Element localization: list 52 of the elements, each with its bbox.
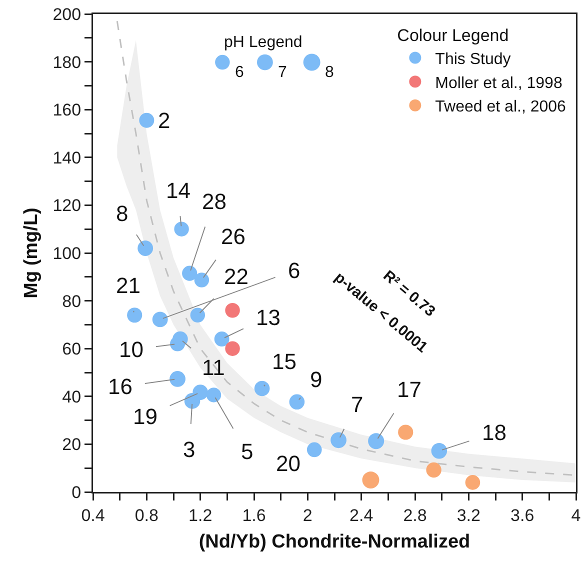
y-tick-label: 0 [72, 482, 82, 502]
annotation: 3 [183, 437, 196, 462]
x-tick-label: 2.4 [350, 506, 374, 525]
annotation: 9 [310, 367, 322, 392]
annotation: 28 [202, 189, 226, 214]
x-tick-label: 2.8 [403, 506, 427, 525]
x-tick-label: 1.6 [242, 506, 266, 525]
annotation: 20 [276, 451, 300, 476]
annotation: 21 [116, 273, 140, 298]
y-tick-label: 120 [52, 196, 82, 216]
y-tick-label: 140 [52, 148, 82, 168]
x-tick-label: 2 [302, 506, 312, 525]
x-tick-label: 3.6 [510, 506, 534, 525]
y-tick-label: 20 [62, 435, 82, 454]
y-tick-label: 100 [52, 244, 82, 263]
annotation: 17 [397, 377, 422, 402]
y-tick-label: 200 [52, 4, 82, 24]
x-axis-title: (Nd/Yb) Chondrite-Normalized [198, 531, 470, 552]
annotation: 16 [108, 374, 132, 399]
y-tick-label: 180 [52, 52, 82, 72]
annotation: 15 [272, 349, 296, 374]
legend-label: 8 [325, 64, 334, 81]
legend-label: This Study [435, 51, 511, 68]
annotation: 14 [166, 178, 190, 203]
annotation: 22 [224, 264, 248, 289]
x-tick-label: 1.2 [188, 506, 212, 525]
legend-label: 6 [235, 64, 244, 81]
annotation: 7 [351, 392, 364, 417]
annotation: 5 [241, 439, 254, 464]
annotation: 8 [116, 201, 128, 226]
y-axis-title: Mg (mg/L) [20, 208, 42, 298]
y-tick-label: 80 [62, 292, 82, 311]
annotation: 26 [221, 224, 246, 249]
x-tick-label: 0.8 [134, 506, 158, 525]
legend-title: Colour Legend [397, 26, 509, 45]
annotation: 11 [202, 355, 225, 380]
annotation: 6 [288, 258, 300, 283]
x-tick-label: 4 [571, 506, 581, 525]
legend-label: Moller et al., 1998 [435, 74, 562, 92]
y-tick-label: 40 [62, 387, 82, 406]
annotation: pH Legend [224, 34, 302, 51]
x-tick-label: 0.4 [81, 506, 105, 525]
y-tick-label: 160 [52, 100, 82, 120]
annotation: 2 [158, 108, 170, 133]
legend-label: Tweed et al., 2006 [435, 98, 566, 116]
legend-label: 7 [278, 64, 287, 81]
annotation: 18 [482, 420, 506, 445]
annotation: 10 [119, 337, 144, 362]
x-tick-label: 3.2 [456, 506, 480, 525]
annotation: 19 [133, 404, 158, 429]
y-tick-label: 60 [62, 340, 82, 359]
annotation: 13 [256, 305, 280, 330]
